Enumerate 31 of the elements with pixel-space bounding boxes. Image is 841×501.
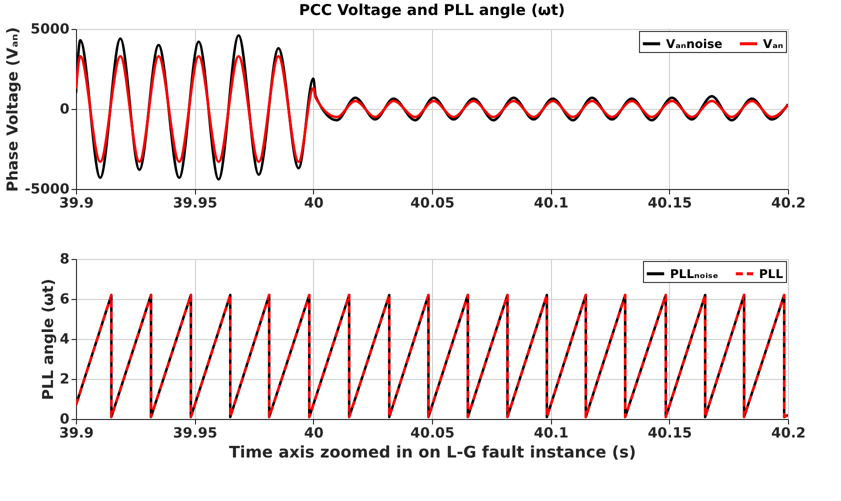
x-tick-label: 40.1 [534,426,568,442]
x-tick-label: 40.05 [410,196,455,212]
y-tick-label: 0 [60,412,70,428]
x-axis-title: Time axis zoomed in on L-G fault instance (s) [228,442,636,462]
legend-label: Vₐₙnoise [666,36,722,51]
y-tick-label: 5000 [30,22,70,38]
legend-label: PLL [759,266,784,281]
line-series [76,54,788,164]
x-tick-label: 40.05 [410,426,455,442]
x-tick-label: 40.2 [771,196,806,212]
x-tick-label: 40.2 [771,426,806,442]
legend-label: PLLₙₒᵢₛₑ [670,266,719,281]
y-tick-label: 8 [60,252,70,268]
y-axis-title: PLL angle (ωt) [38,278,57,400]
y-tick-label: 4 [60,332,70,348]
x-tick-label: 39.9 [59,426,94,442]
x-tick-label: 39.95 [173,196,218,212]
x-tick-label: 40.15 [648,426,692,442]
x-tick-label: 39.95 [173,426,218,442]
x-tick-label: 40 [304,196,324,212]
chart-title: PCC Voltage and PLL angle (ωt) [299,1,565,19]
y-tick-label: -5000 [24,182,70,198]
y-tick-label: 0 [60,102,70,118]
y-tick-label: 6 [60,292,70,308]
x-tick-label: 40.15 [648,196,692,212]
y-tick-label: 2 [60,372,70,388]
y-axis-title: Phase Voltage (Vₐₙ) [4,27,22,192]
x-tick-label: 39.9 [59,196,94,212]
x-tick-label: 40 [304,426,324,442]
legend-label: Vₐₙ [763,36,784,51]
x-tick-label: 40.1 [534,196,568,212]
